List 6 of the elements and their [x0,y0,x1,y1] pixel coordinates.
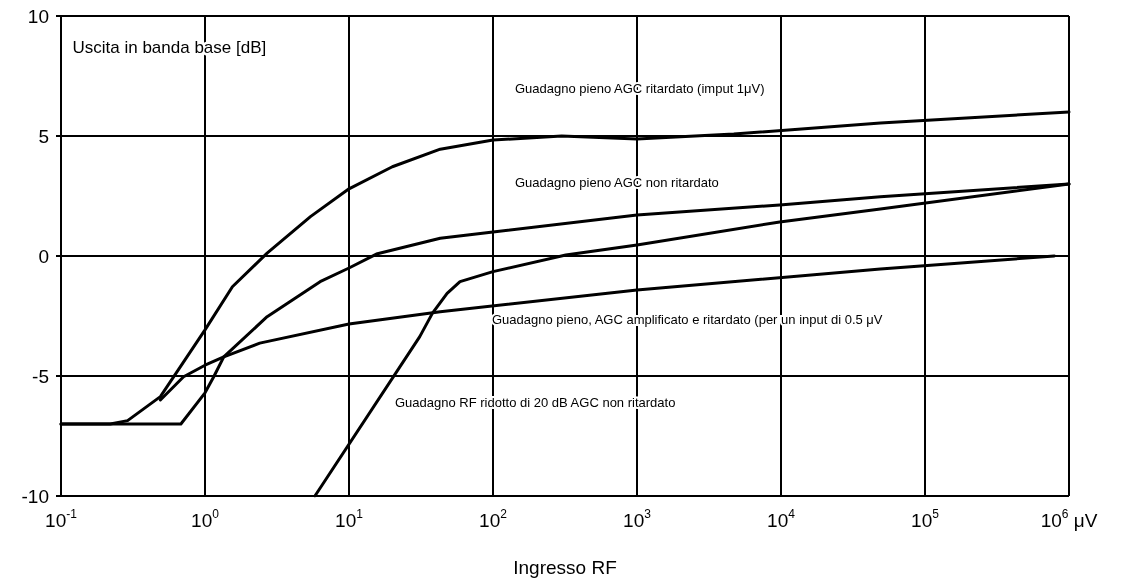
x-axis-title: Ingresso RF [513,557,617,578]
y-tick-label: -5 [32,365,49,387]
y-tick-label: 5 [38,125,49,147]
y-tick-label: -10 [21,485,49,507]
y-tick-label: 0 [38,245,49,267]
y-tick-label: 10 [27,5,49,27]
